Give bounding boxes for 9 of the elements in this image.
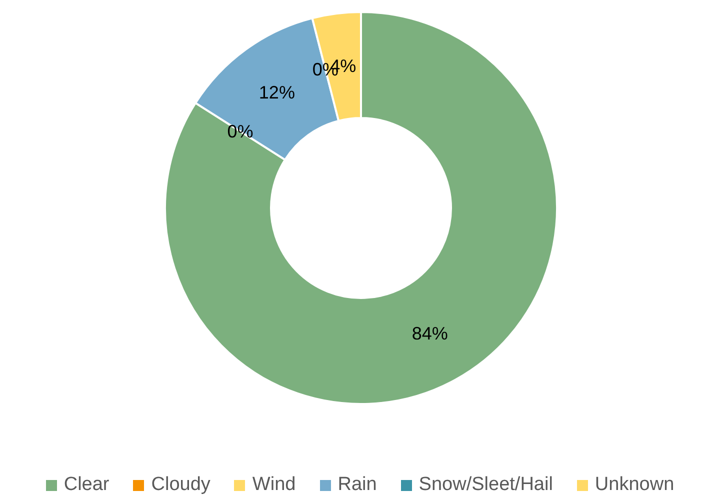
legend-label: Cloudy	[150, 474, 210, 496]
legend-label: Unknown	[594, 474, 674, 496]
legend-label: Rain	[336, 474, 377, 496]
legend-label: Snow/Sleet/Hail	[418, 474, 553, 496]
donut-slice	[164, 11, 558, 405]
legend-label: Wind	[251, 474, 296, 496]
legend-label: Clear	[62, 474, 110, 496]
data-label: 12%	[258, 82, 295, 102]
data-label: 84%	[412, 323, 448, 344]
